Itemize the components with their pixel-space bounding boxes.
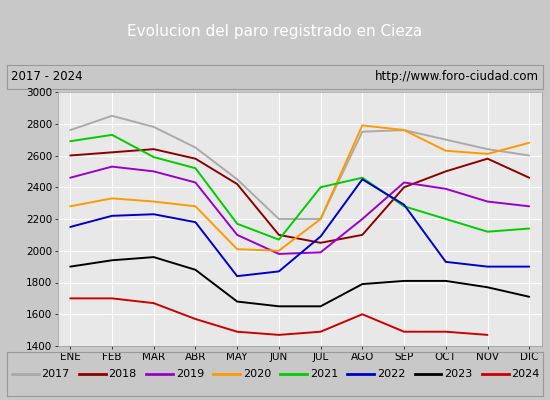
Text: Evolucion del paro registrado en Cieza: Evolucion del paro registrado en Cieza <box>128 24 422 39</box>
Text: http://www.foro-ciudad.com: http://www.foro-ciudad.com <box>375 70 539 83</box>
Text: 2021: 2021 <box>310 369 338 379</box>
Text: 2018: 2018 <box>108 369 137 379</box>
Text: 2024: 2024 <box>511 369 540 379</box>
Text: 2017 - 2024: 2017 - 2024 <box>11 70 82 83</box>
Text: 2023: 2023 <box>444 369 472 379</box>
Text: 2017: 2017 <box>41 369 70 379</box>
Text: 2020: 2020 <box>243 369 271 379</box>
Text: 2019: 2019 <box>175 369 204 379</box>
Text: 2022: 2022 <box>377 369 405 379</box>
